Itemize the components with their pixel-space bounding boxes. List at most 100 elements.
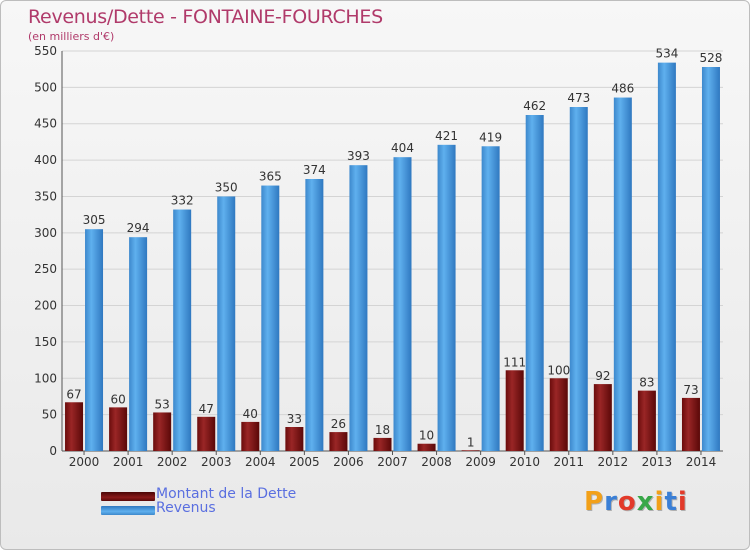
y-tick-label: 500 [34,80,57,94]
bar-debt-2002 [153,412,172,451]
bar-revenue-2014 [701,67,720,451]
logo-letter: r [604,487,618,517]
bar-debt-2008 [417,443,436,451]
data-label-debt-2003: 47 [199,402,214,416]
bar-revenue-2012 [613,97,632,451]
x-tick-label: 2008 [421,455,452,469]
y-tick-label: 450 [34,117,57,131]
y-tick-label: 0 [49,444,57,458]
x-tick-label: 2003 [201,455,232,469]
data-label-revenue-2012: 486 [611,82,634,96]
data-label-debt-2008: 10 [419,429,434,443]
bar-revenue-2002 [173,209,192,451]
data-label-debt-2001: 60 [110,392,125,406]
bar-revenue-2010 [525,115,544,451]
bar-revenue-2011 [569,107,588,451]
x-tick-label: 2014 [686,455,717,469]
data-label-revenue-2001: 294 [127,221,150,235]
y-tick-label: 200 [34,299,57,313]
bar-debt-2001 [109,407,128,451]
logo-letter: i [654,487,665,517]
y-tick-label: 250 [34,262,57,276]
data-label-revenue-2010: 462 [523,99,546,113]
logo-letter: i [677,487,688,517]
x-tick-label: 2004 [245,455,276,469]
data-label-revenue-2014: 528 [700,51,723,65]
bar-revenue-2004 [261,185,280,451]
data-label-debt-2013: 83 [639,376,654,390]
legend-label-debt: Montant de la Dette [156,486,297,502]
data-label-revenue-2003: 350 [215,180,238,194]
x-tick-label: 2013 [642,455,673,469]
data-label-revenue-2008: 421 [435,129,458,143]
bar-debt-2007 [373,437,392,451]
data-label-revenue-2009: 419 [479,130,502,144]
logo-letter: t [664,487,678,517]
bar-revenue-2003 [217,196,236,451]
x-tick-label: 2010 [509,455,540,469]
data-label-debt-2005: 33 [287,412,302,426]
data-label-revenue-2000: 305 [83,213,106,227]
data-label-debt-2011: 100 [547,363,570,377]
data-label-debt-2004: 40 [243,407,258,421]
logo-letter: P [584,487,605,517]
bar-revenue-2006 [349,165,368,451]
bar-debt-2004 [241,421,260,451]
data-label-revenue-2011: 473 [567,91,590,105]
y-tick-label: 550 [34,44,57,58]
bar-debt-2011 [549,378,568,451]
chart-title: Revenus/Dette - FONTAINE-FOURCHES [28,6,383,28]
bar-debt-2014 [681,397,700,451]
x-tick-label: 2011 [553,455,584,469]
x-tick-label: 2002 [157,455,188,469]
y-tick-label: 300 [34,226,57,240]
bar-debt-2000 [65,402,84,451]
data-label-revenue-2013: 534 [655,47,678,61]
bar-debt-2003 [197,416,216,451]
data-label-debt-2007: 18 [375,423,390,437]
y-tick-label: 100 [34,371,57,385]
data-label-debt-2009: 1 [467,435,475,449]
bar-revenue-2005 [305,179,324,451]
bar-debt-2005 [285,427,304,451]
y-tick-label: 150 [34,335,57,349]
x-tick-label: 2000 [69,455,100,469]
data-label-debt-2014: 73 [683,383,698,397]
bar-revenue-2009 [481,146,500,452]
bar-revenue-2008 [437,144,456,451]
legend-swatch-debt [101,492,155,501]
bar-revenue-2007 [393,157,412,451]
chart-subtitle: (en milliers d'€) [28,30,115,43]
data-label-debt-2000: 67 [66,387,81,401]
data-label-revenue-2007: 404 [391,141,414,155]
bar-revenue-2013 [657,62,676,452]
data-label-debt-2012: 92 [595,369,610,383]
bar-debt-2010 [505,370,524,451]
x-tick-label: 2006 [333,455,364,469]
bar-debt-2013 [637,390,656,451]
bar-debt-2012 [593,384,612,451]
data-label-debt-2006: 26 [331,417,346,431]
proxiti-logo: Proxiti [584,487,688,517]
grid-lines [62,50,723,416]
bar-debt-2009 [461,450,480,451]
bar-revenue-2000 [85,229,104,451]
x-tick-label: 2005 [289,455,320,469]
logo-letter: x [636,487,655,517]
data-labels: 67 305 60 294 53 332 47 350 40 365 33 374 26 393 18 404… [66,47,722,450]
x-tick-label: 2001 [113,455,144,469]
data-label-debt-2002: 53 [155,397,170,411]
y-tick-label: 50 [42,408,57,422]
x-tick-label: 2009 [465,455,496,469]
legend-swatch-revenue [101,506,155,515]
data-label-revenue-2004: 365 [259,170,282,184]
data-label-revenue-2006: 393 [347,149,370,163]
legend-label-revenue: Revenus [156,500,216,516]
y-tick-label: 350 [34,189,57,203]
y-tick-label: 400 [34,153,57,167]
bar-revenue-2001 [129,237,148,451]
bars [65,62,720,452]
x-tick-label: 2012 [598,455,629,469]
